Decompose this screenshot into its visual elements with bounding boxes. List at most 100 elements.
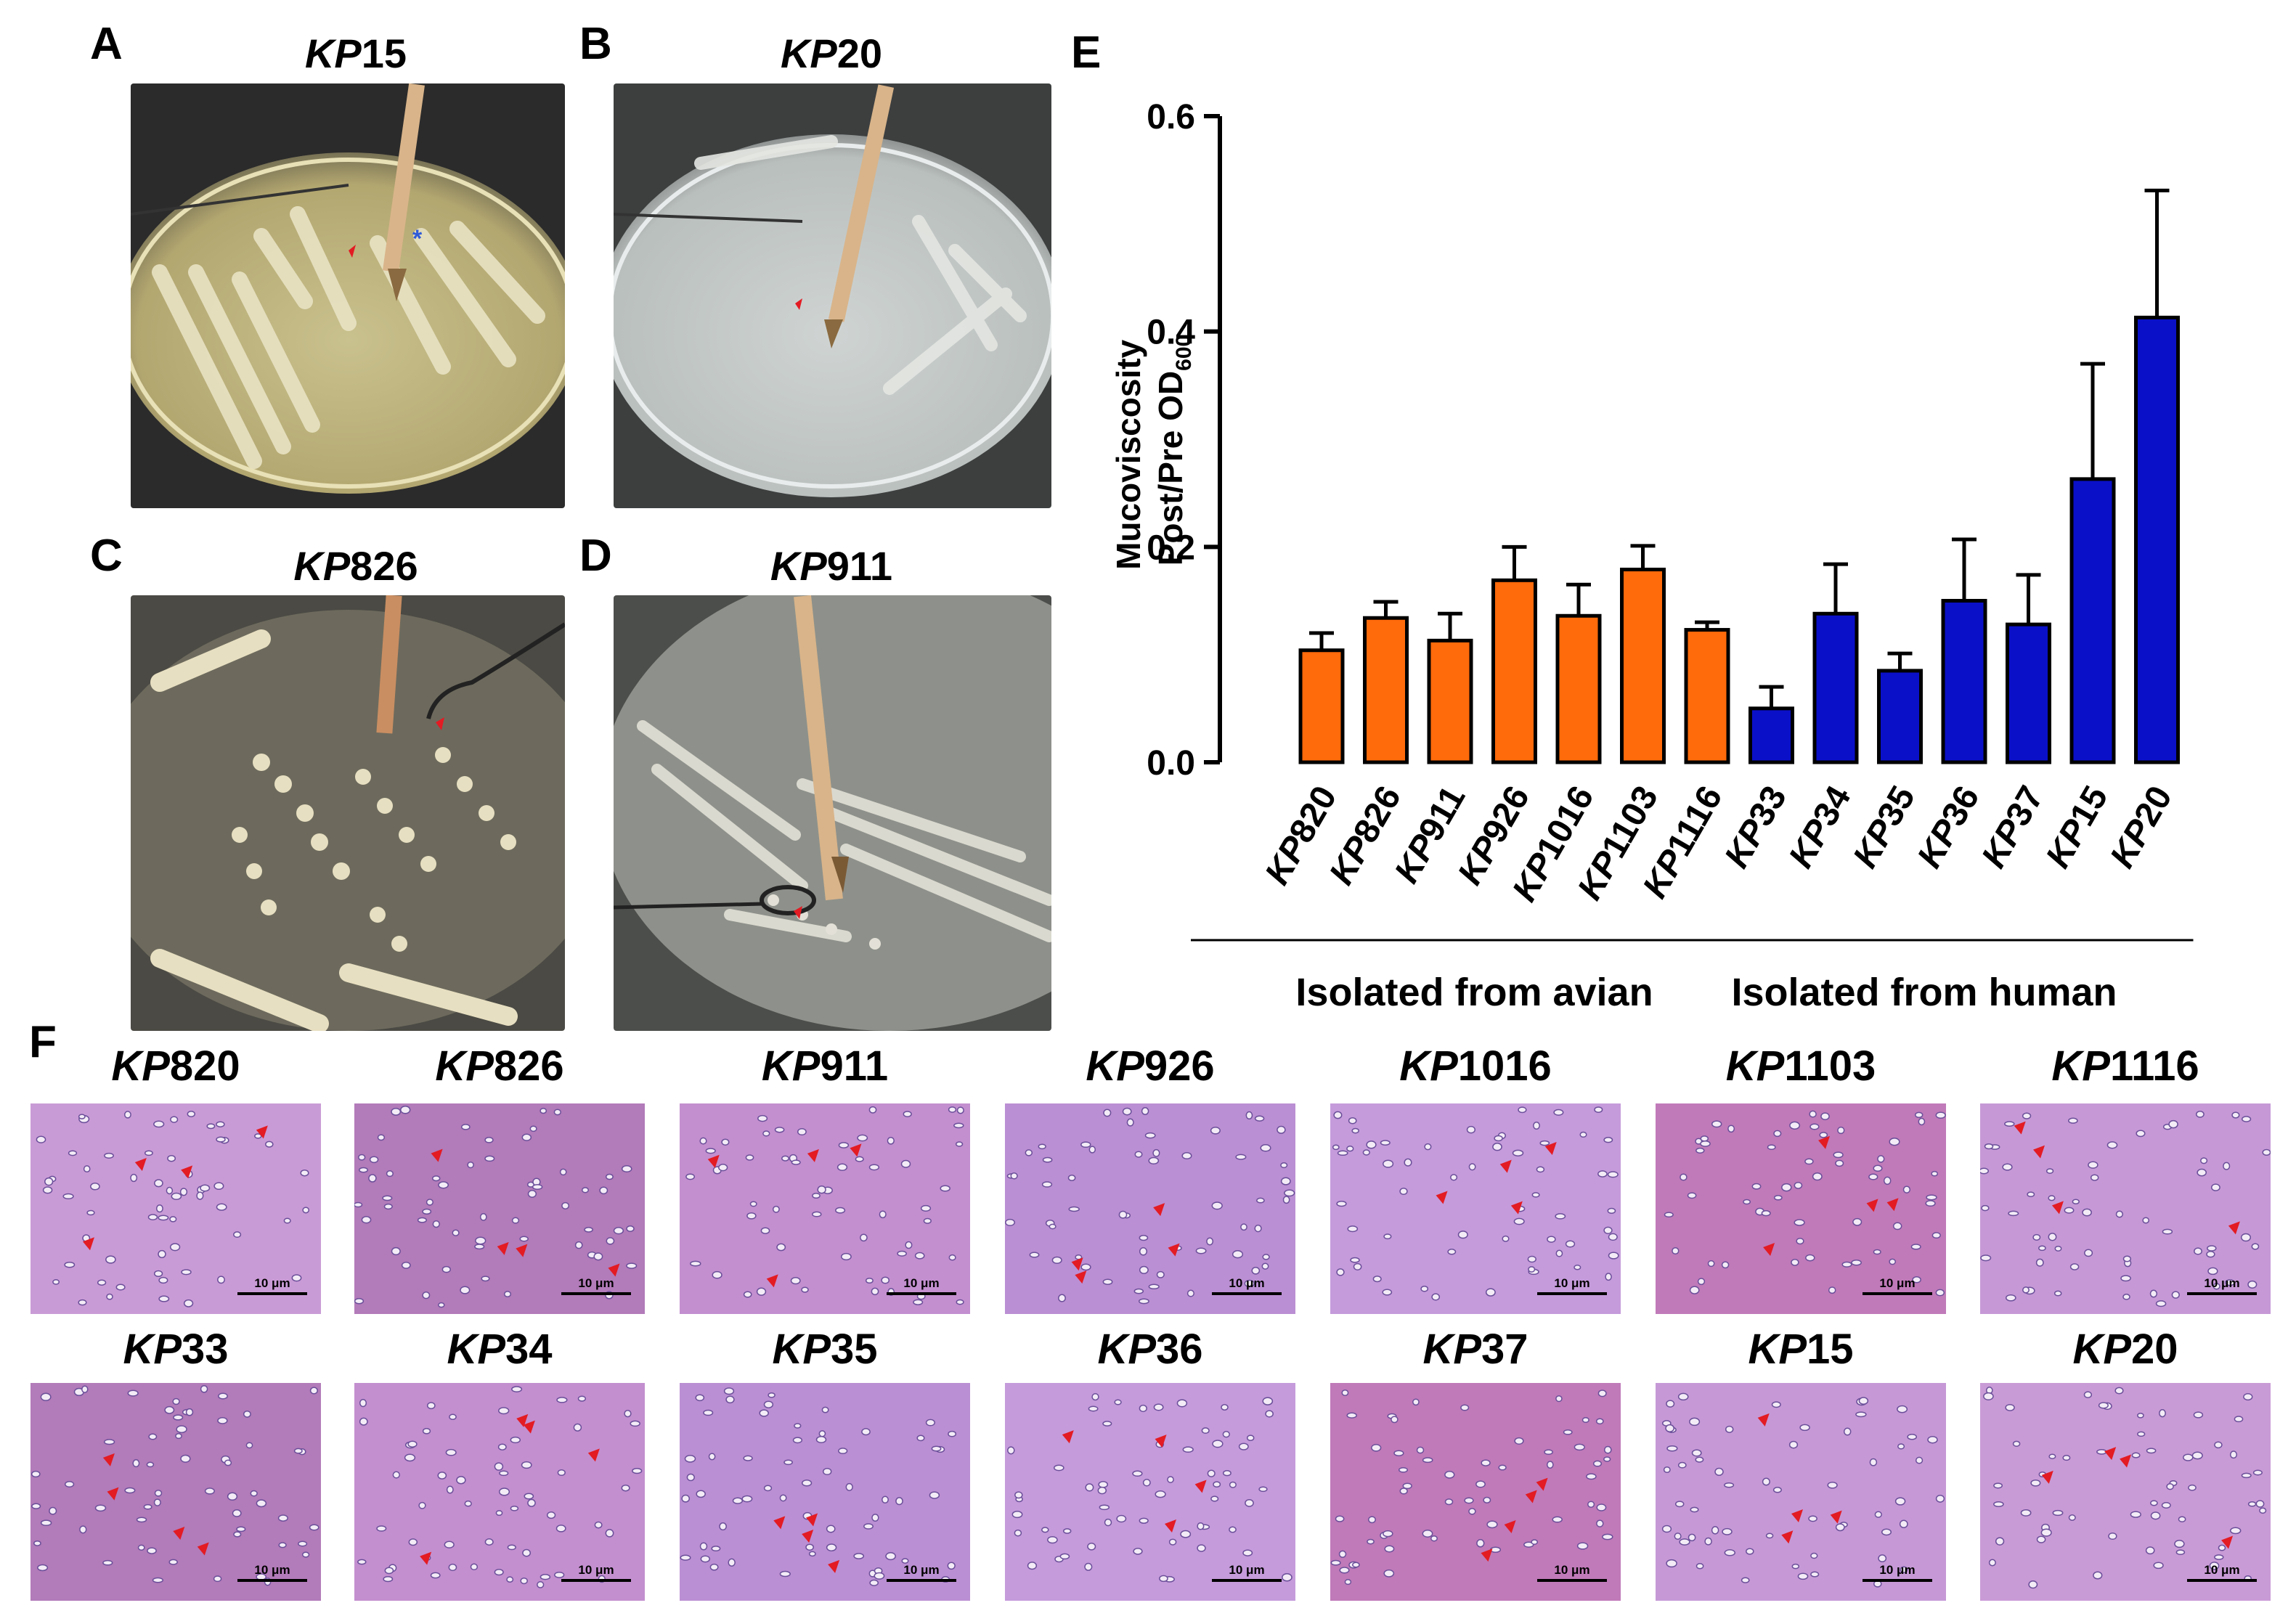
x-tick-label: KP34 xyxy=(1782,780,1859,875)
micrograph-title: KP20 xyxy=(2072,1326,2178,1373)
group-label: Isolated from human xyxy=(1731,971,2117,1014)
micrograph-image xyxy=(1656,1383,1946,1601)
micrograph-title: KP15 xyxy=(1748,1326,1854,1373)
red-arrowhead xyxy=(523,1420,535,1434)
plate-photo-b xyxy=(614,83,1051,508)
scale-bar-label: 10 μm xyxy=(1879,1563,1916,1577)
red-arrowhead xyxy=(1866,1199,1878,1212)
red-arrowhead xyxy=(707,1154,720,1168)
scale-bar-label: 10 μm xyxy=(578,1563,614,1577)
red-arrowhead xyxy=(1164,1519,1176,1533)
red-arrowhead xyxy=(1781,1530,1794,1544)
red-arrowhead xyxy=(2104,1447,2117,1461)
red-arrowhead xyxy=(608,1263,620,1277)
red-arrowhead xyxy=(2221,1535,2234,1549)
scale-bar xyxy=(1863,1292,1932,1295)
red-arrowhead xyxy=(1763,1242,1775,1256)
red-arrowhead xyxy=(1075,1270,1087,1284)
bar xyxy=(1620,567,1666,764)
red-arrowhead xyxy=(1062,1430,1074,1444)
scale-bar xyxy=(2187,1579,2257,1582)
bar xyxy=(1555,613,1602,764)
photo-title-d: KP911 xyxy=(770,543,893,589)
micrograph-title: KP34 xyxy=(447,1326,553,1373)
panel-letter-f: F xyxy=(29,1017,57,1067)
micrograph-title: KP926 xyxy=(1086,1042,1215,1090)
red-arrowhead xyxy=(181,1165,193,1179)
micrograph-image xyxy=(1980,1103,2271,1314)
micrograph-image xyxy=(1980,1383,2271,1601)
micrograph-title: KP37 xyxy=(1422,1326,1528,1373)
red-arrowhead xyxy=(497,1241,509,1255)
micrograph-image xyxy=(680,1383,970,1601)
scale-bar-label: 10 μm xyxy=(2204,1276,2240,1290)
micrograph-image xyxy=(30,1103,321,1314)
red-arrowhead xyxy=(587,1448,600,1462)
red-arrowhead xyxy=(256,1125,268,1139)
micrograph-image xyxy=(1330,1103,1621,1314)
micrograph-title: KP826 xyxy=(435,1042,564,1090)
red-arrowhead xyxy=(1155,1435,1167,1448)
x-tick-label: KP35 xyxy=(1846,780,1923,874)
red-arrowhead xyxy=(1168,1243,1180,1257)
panel-letter-e: E xyxy=(1071,28,1102,78)
y-tick-label: 0.0 xyxy=(1147,744,1195,783)
panel-letter-b: B xyxy=(579,19,612,69)
red-arrowhead xyxy=(828,1559,840,1573)
red-arrowhead xyxy=(1536,1477,1548,1491)
red-arrowhead xyxy=(134,1157,147,1171)
scale-bar xyxy=(1212,1292,1282,1295)
red-arrowhead xyxy=(1071,1257,1083,1271)
micrograph-title: KP1016 xyxy=(1399,1042,1552,1090)
bar xyxy=(1877,669,1923,764)
micrograph-image xyxy=(30,1383,321,1601)
bar xyxy=(1491,578,1537,764)
plate-photo-c xyxy=(131,595,565,1031)
scale-bar xyxy=(1537,1579,1607,1582)
red-arrowhead xyxy=(1436,1191,1448,1204)
plate-photo-a: * xyxy=(131,83,565,508)
red-arrowhead xyxy=(2033,1145,2045,1159)
scale-bar-label: 10 μm xyxy=(1554,1276,1590,1290)
y-tick-label: 0.2 xyxy=(1147,529,1195,567)
micrograph-image xyxy=(1656,1103,1946,1314)
red-arrowhead xyxy=(516,1413,529,1427)
scale-bar-label: 10 μm xyxy=(254,1276,290,1290)
y-tick-label: 0.4 xyxy=(1147,314,1195,352)
bar xyxy=(1684,628,1730,764)
scale-bar-label: 10 μm xyxy=(903,1276,940,1290)
red-arrowhead xyxy=(420,1551,432,1565)
x-tick-label: KP33 xyxy=(1717,780,1794,874)
red-arrowhead xyxy=(2014,1121,2026,1135)
red-arrowhead xyxy=(1830,1510,1842,1524)
red-arrowhead xyxy=(806,1513,818,1527)
red-arrowhead xyxy=(2120,1454,2132,1468)
red-arrowhead xyxy=(107,1487,119,1501)
red-arrowhead xyxy=(1818,1135,1831,1149)
photo-title-c: KP826 xyxy=(293,543,418,589)
scale-bar xyxy=(1863,1579,1932,1582)
panel-letter-d: D xyxy=(579,531,612,581)
bar xyxy=(2134,315,2180,764)
red-arrowhead xyxy=(1194,1480,1207,1493)
red-arrowhead xyxy=(1510,1201,1523,1215)
scale-bar-label: 10 μm xyxy=(1879,1276,1916,1290)
red-arrowhead xyxy=(102,1453,115,1466)
red-arrowhead xyxy=(1153,1203,1165,1217)
red-arrowhead xyxy=(1791,1509,1804,1523)
micrograph-image xyxy=(1005,1383,1295,1601)
red-arrowhead xyxy=(431,1148,443,1162)
bar xyxy=(1749,706,1794,764)
red-arrowhead xyxy=(2228,1221,2240,1235)
scale-bar xyxy=(2187,1292,2257,1295)
x-tick-label: KP37 xyxy=(1974,780,2051,874)
micrograph-image xyxy=(354,1103,645,1314)
micrograph-title: KP1116 xyxy=(2051,1042,2199,1090)
scale-bar xyxy=(887,1579,956,1582)
panel-letter-c: C xyxy=(90,531,123,581)
bar xyxy=(1941,599,1987,764)
red-arrowhead xyxy=(1757,1413,1770,1427)
x-tick-label: KP36 xyxy=(1910,780,1987,874)
scale-bar-label: 10 μm xyxy=(2204,1563,2240,1577)
red-arrowhead xyxy=(773,1516,786,1530)
